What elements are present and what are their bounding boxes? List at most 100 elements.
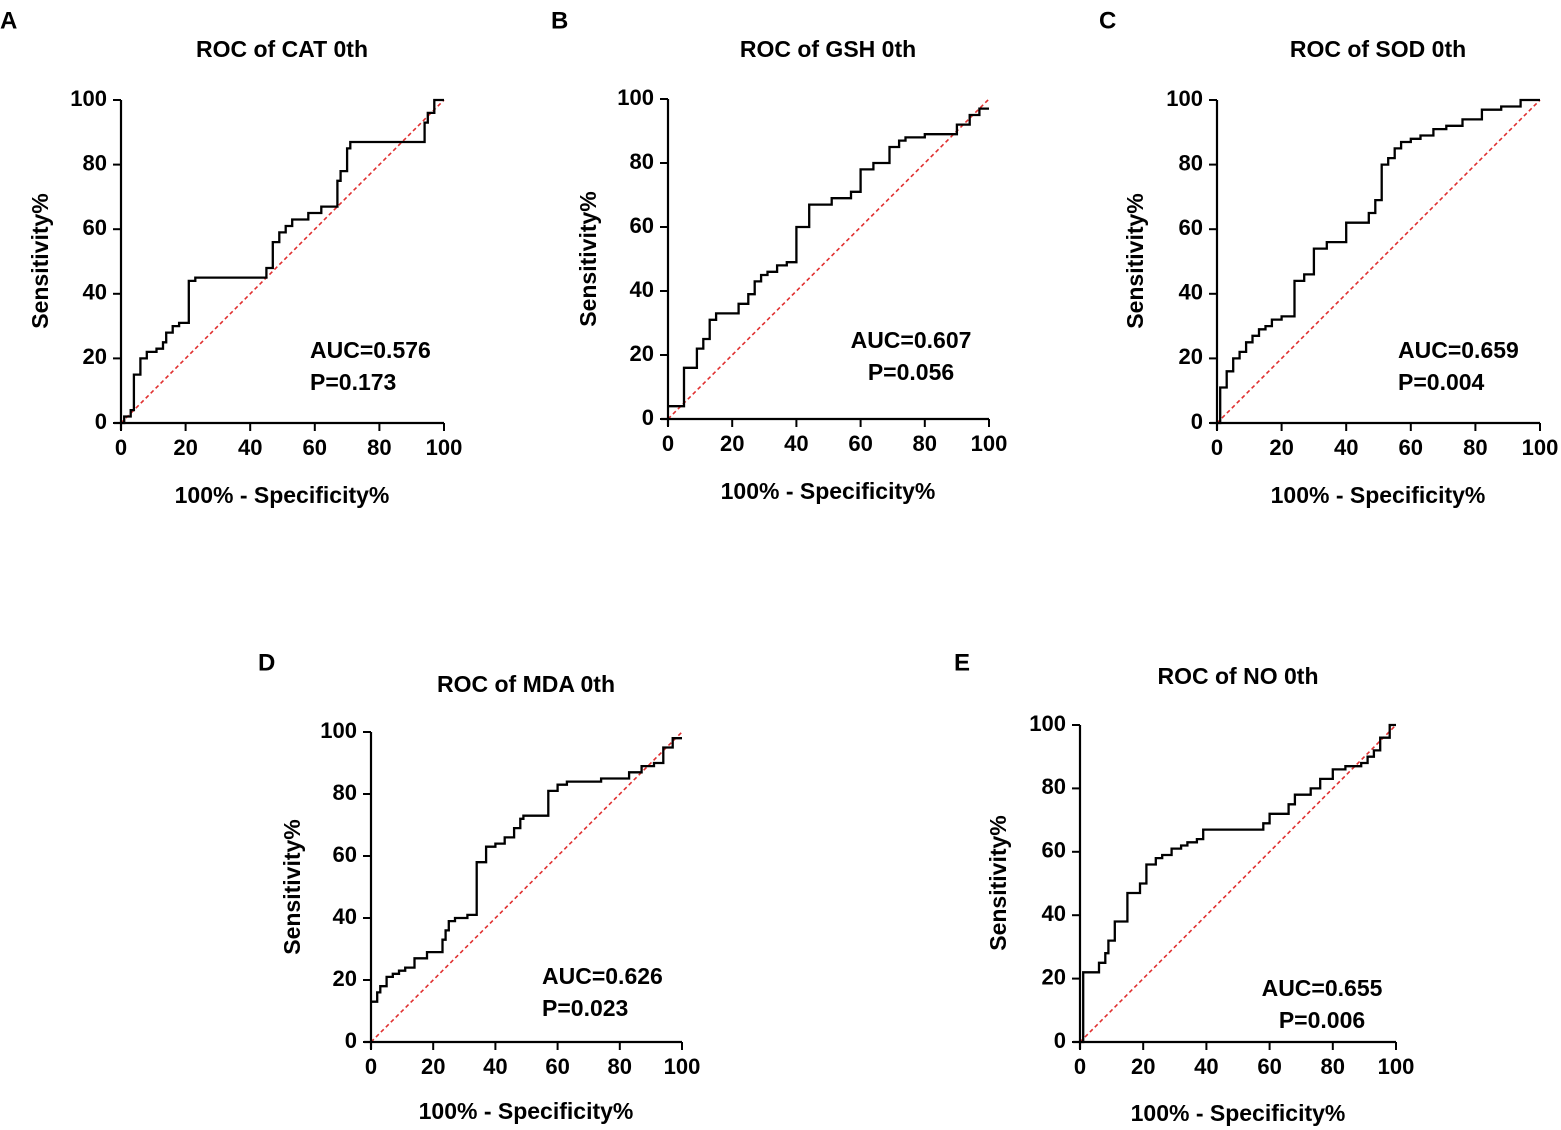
panel-letter: D <box>258 649 275 676</box>
y-tick-label: 0 <box>1191 409 1203 434</box>
roc-curve-line <box>1080 723 1396 1044</box>
y-tick-label: 100 <box>617 85 654 110</box>
x-tick-label: 80 <box>608 1054 632 1079</box>
x-axis-label: 100% - Specificity% <box>175 482 390 508</box>
x-tick-label: 100 <box>426 435 463 460</box>
x-tick-label: 0 <box>1074 1054 1086 1079</box>
x-tick-label: 80 <box>1463 435 1487 460</box>
y-axis-label: Sensitivity% <box>985 815 1011 951</box>
x-tick-label: 40 <box>483 1054 507 1079</box>
panel-e: E ROC of NO 0th 0 20 40 60 80 100 0 20 40 60 80 100 10… <box>954 649 1414 1126</box>
y-tick-label: 0 <box>642 405 654 430</box>
x-axis-label: 100% - Specificity% <box>1131 1100 1346 1126</box>
auc-annotation: AUC=0.626 <box>542 963 663 989</box>
y-tick-label: 80 <box>333 780 357 805</box>
x-tick-label: 60 <box>1257 1054 1281 1079</box>
x-tick-label: 60 <box>303 435 327 460</box>
y-tick-label: 40 <box>630 277 654 302</box>
chance-diagonal-line <box>370 731 683 1043</box>
x-tick-label: 80 <box>367 435 391 460</box>
x-tick-label: 40 <box>1194 1054 1218 1079</box>
auc-annotation: AUC=0.576 <box>310 337 431 363</box>
x-tick-label: 40 <box>1334 435 1358 460</box>
y-tick-label: 20 <box>1179 344 1203 369</box>
p-value-annotation: P=0.056 <box>868 359 954 385</box>
x-tick-label: 40 <box>238 435 262 460</box>
chance-diagonal-line <box>1079 724 1397 1043</box>
x-tick-label: 0 <box>662 431 674 456</box>
y-tick-label: 20 <box>333 966 357 991</box>
panel-letter: C <box>1099 7 1116 34</box>
p-value-annotation: P=0.023 <box>542 995 628 1021</box>
y-tick-label: 100 <box>1029 711 1066 736</box>
y-tick-label: 60 <box>83 215 107 240</box>
panel-letter: B <box>551 7 568 34</box>
chance-diagonal-line <box>667 98 990 420</box>
y-axis-label: Sensitivity% <box>1122 193 1148 329</box>
x-tick-label: 20 <box>173 435 197 460</box>
x-axis-label: 100% - Specificity% <box>1271 482 1486 508</box>
x-tick-label: 80 <box>913 431 937 456</box>
chart-title: ROC of CAT 0th <box>196 36 368 62</box>
x-tick-label: 0 <box>1211 435 1223 460</box>
y-tick-label: 40 <box>1179 280 1203 305</box>
y-tick-label: 80 <box>1042 774 1066 799</box>
y-tick-label: 40 <box>83 280 107 305</box>
chart-title: ROC of GSH 0th <box>740 36 916 62</box>
x-tick-label: 40 <box>784 431 808 456</box>
x-tick-label: 100 <box>971 431 1008 456</box>
chance-diagonal-line <box>120 99 445 424</box>
panel-letter: E <box>954 649 970 676</box>
roc-curve-line <box>371 737 682 1003</box>
x-axis-label: 100% - Specificity% <box>419 1098 634 1124</box>
y-tick-label: 100 <box>70 86 107 111</box>
y-tick-label: 60 <box>1179 215 1203 240</box>
y-tick-label: 60 <box>1042 838 1066 863</box>
roc-curve-line <box>1217 98 1540 425</box>
x-tick-label: 0 <box>115 435 127 460</box>
p-value-annotation: P=0.173 <box>310 369 396 395</box>
y-tick-label: 80 <box>83 150 107 175</box>
roc-curve-line <box>668 107 989 408</box>
y-tick-label: 20 <box>630 341 654 366</box>
x-tick-label: 0 <box>365 1054 377 1079</box>
x-tick-label: 20 <box>720 431 744 456</box>
y-tick-label: 0 <box>345 1028 357 1053</box>
chance-diagonal-line <box>1216 99 1541 424</box>
x-tick-label: 100 <box>1522 435 1559 460</box>
y-tick-label: 40 <box>1042 901 1066 926</box>
panel-letter: A <box>0 7 17 34</box>
x-tick-label: 20 <box>1269 435 1293 460</box>
y-tick-label: 40 <box>333 904 357 929</box>
y-axis-label: Sensitivity% <box>27 193 53 329</box>
y-tick-label: 100 <box>1166 86 1203 111</box>
x-tick-label: 60 <box>545 1054 569 1079</box>
chart-title: ROC of MDA 0th <box>437 671 615 697</box>
x-axis-label: 100% - Specificity% <box>721 478 936 504</box>
chart-title: ROC of NO 0th <box>1158 663 1319 689</box>
y-axis-label: Sensitivity% <box>575 191 601 327</box>
y-tick-label: 80 <box>1179 150 1203 175</box>
p-value-annotation: P=0.006 <box>1279 1007 1365 1033</box>
x-tick-label: 60 <box>848 431 872 456</box>
auc-annotation: AUC=0.655 <box>1262 975 1383 1001</box>
y-tick-label: 0 <box>95 409 107 434</box>
y-tick-label: 0 <box>1054 1028 1066 1053</box>
x-tick-label: 60 <box>1399 435 1423 460</box>
y-tick-label: 60 <box>630 213 654 238</box>
chart-title: ROC of SOD 0th <box>1290 36 1466 62</box>
y-tick-label: 20 <box>1042 964 1066 989</box>
x-tick-label: 80 <box>1321 1054 1345 1079</box>
x-tick-label: 100 <box>664 1054 701 1079</box>
panel-a: A ROC of CAT 0th 0 20 40 60 80 100 0 20 40 60 80 100 1… <box>0 7 462 508</box>
y-tick-label: 60 <box>333 842 357 867</box>
auc-annotation: AUC=0.607 <box>851 327 972 353</box>
p-value-annotation: P=0.004 <box>1398 369 1485 395</box>
x-tick-label: 100 <box>1378 1054 1415 1079</box>
x-tick-label: 20 <box>421 1054 445 1079</box>
panel-b: B ROC of GSH 0th 0 20 40 60 80 100 0 20 40 60 80 100 1… <box>551 7 1007 504</box>
x-tick-label: 20 <box>1131 1054 1155 1079</box>
y-tick-label: 80 <box>630 149 654 174</box>
panel-c: C ROC of SOD 0th 0 20 40 60 80 100 0 20 40 60 80 100 1… <box>1099 7 1558 508</box>
